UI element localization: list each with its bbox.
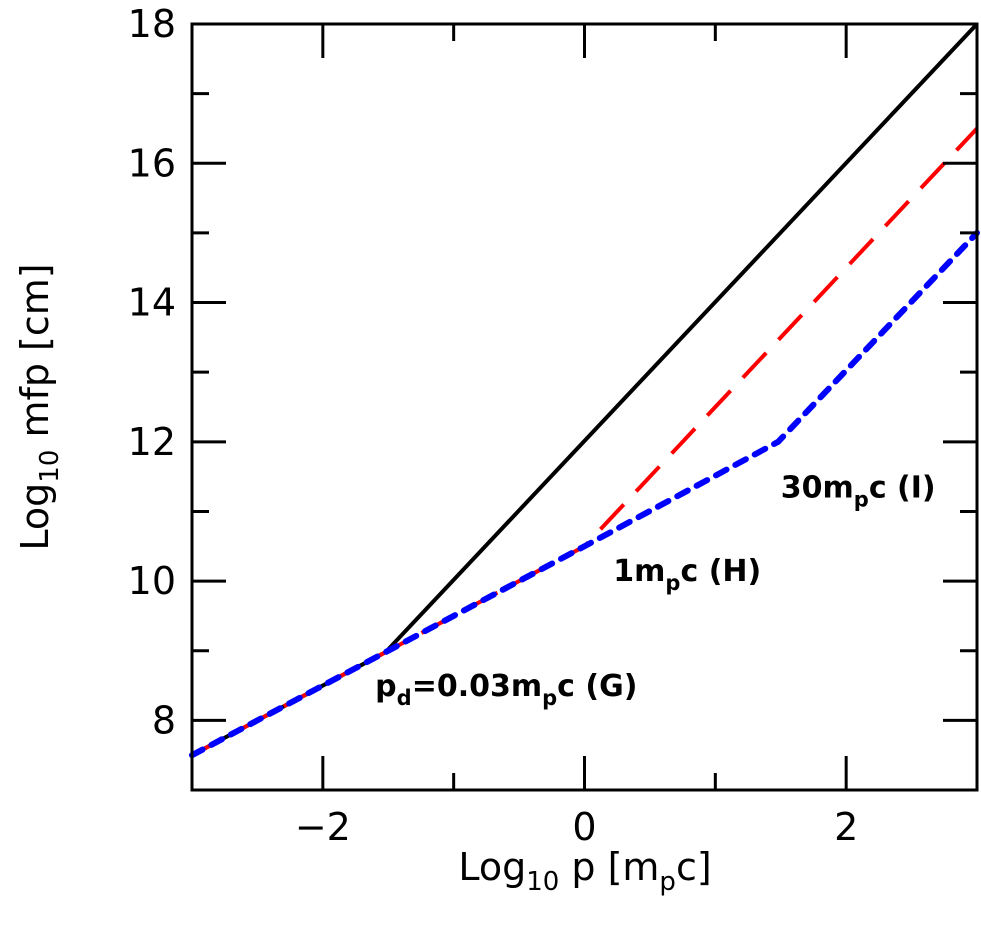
series-line-dotted — [189, 229, 980, 759]
annotation-label: pd=0.03mpc (G) — [375, 669, 637, 710]
y-tick-label: 18 — [128, 2, 176, 46]
y-axis-label: Log10 mfp [cm] — [13, 263, 65, 550]
x-tick-label: −2 — [295, 805, 351, 849]
x-tick-label: 2 — [834, 805, 858, 849]
x-axis-label: Log10 p [mpc] — [458, 845, 711, 897]
series-group — [189, 22, 980, 759]
x-tick-label: 0 — [572, 805, 596, 849]
y-tick-label: 12 — [128, 420, 176, 464]
annotation-label: 1mpc (H) — [613, 554, 761, 595]
annotation-label: 30mpc (I) — [781, 471, 936, 512]
y-tick-label: 14 — [128, 281, 176, 325]
y-tick-label: 8 — [152, 698, 176, 742]
series-line-solid — [191, 22, 979, 757]
ticks-group — [190, 22, 979, 792]
tick-labels: −2 0 2 8 10 12 14 16 18 — [128, 2, 859, 849]
annotations: pd=0.03mpc (G) 1mpc (H) 30mpc (I) — [375, 471, 935, 710]
y-tick-label: 10 — [128, 559, 176, 603]
y-tick-label: 16 — [128, 141, 176, 185]
